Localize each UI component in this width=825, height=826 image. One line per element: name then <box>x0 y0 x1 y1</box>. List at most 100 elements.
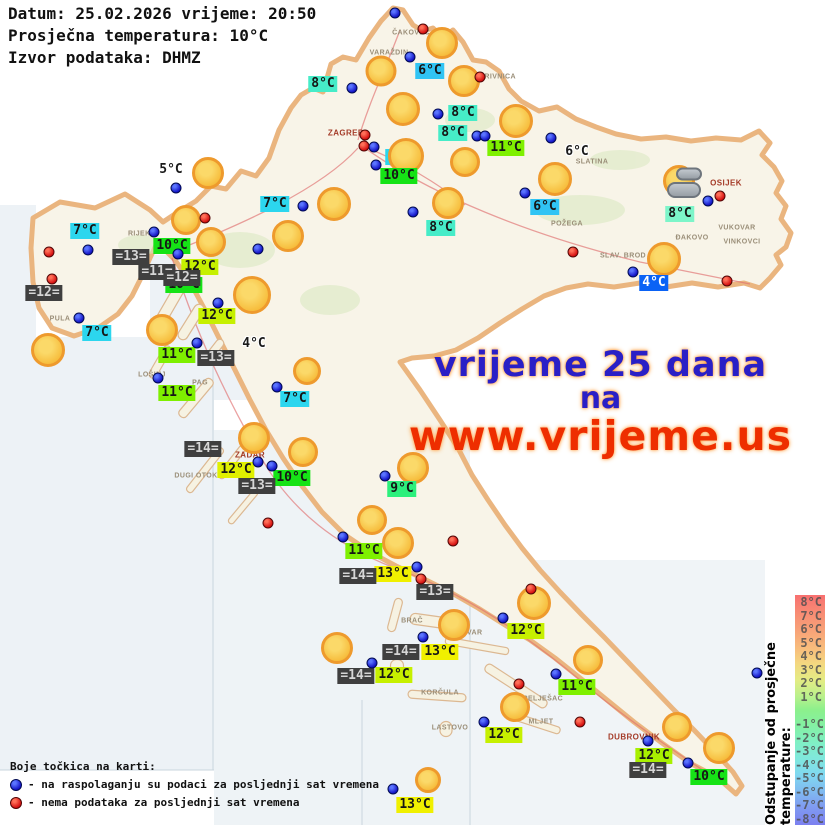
city-label: ZADAR <box>235 450 265 460</box>
temp-label: 13°C <box>396 797 434 813</box>
city-label: PELJEŠAC <box>522 695 564 703</box>
sun-icon <box>415 767 441 793</box>
station-dot-blue <box>407 206 419 218</box>
sun-icon <box>450 147 480 177</box>
scale-tick-label: -2°C <box>795 730 824 745</box>
station-dot-blue <box>337 531 349 543</box>
temp-label: 7°C <box>82 325 112 341</box>
city-label: POŽEGA <box>551 220 583 228</box>
station-dot-red <box>567 246 579 258</box>
city-label: MLJET <box>528 718 554 726</box>
station-dot-red <box>358 140 370 152</box>
sun-icon <box>357 505 387 535</box>
station-dot-blue <box>682 757 694 769</box>
station-dot-blue <box>366 657 378 669</box>
scale-tick-label: -6°C <box>795 784 824 799</box>
station-dot-blue <box>212 297 224 309</box>
city-label: RIJEKA <box>127 230 157 238</box>
date-time-line: Datum: 25.02.2026 vrijeme: 20:50 <box>8 4 317 23</box>
station-dot-red <box>415 573 427 585</box>
boxed-value-label: =14= <box>339 568 377 584</box>
boxed-value-label: =14= <box>629 762 667 778</box>
watermark-url[interactable]: www.vrijeme.us <box>408 412 793 461</box>
boxed-value-label: =13= <box>238 478 276 494</box>
watermark: vrijeme 25 dana na www.vrijeme.us <box>408 347 793 461</box>
city-label: KOPRIVNICA <box>468 73 516 81</box>
temp-label: 6°C <box>530 199 560 215</box>
city-label: DUBROVNIK <box>607 732 661 742</box>
boxed-value-label: =12= <box>163 270 201 286</box>
temp-label: 11°C <box>345 543 383 559</box>
station-dot-red <box>721 275 733 287</box>
station-dot-blue <box>346 82 358 94</box>
temp-label: 8°C <box>438 125 468 141</box>
station-dot-red <box>574 716 586 728</box>
boxed-value-label: =13= <box>416 584 454 600</box>
station-dot-blue <box>411 561 423 573</box>
scale-tick-label: -8°C <box>795 811 824 826</box>
temp-label: 12°C <box>198 308 236 324</box>
boxed-value-label: =14= <box>337 668 375 684</box>
temp-label: 7°C <box>260 196 290 212</box>
plain-temp-label: 5°C <box>159 162 183 177</box>
sun-icon <box>288 437 318 467</box>
city-label: OSIJEK <box>710 178 742 188</box>
sun-icon <box>192 157 224 189</box>
sun-icon <box>426 27 458 59</box>
scale-tick-label: -4°C <box>795 757 824 772</box>
station-dot-red <box>417 23 429 35</box>
scale-tick-label: -7°C <box>795 798 824 812</box>
station-dot-blue <box>370 159 382 171</box>
graticule-lines <box>0 345 471 825</box>
station-dot-red <box>525 583 537 595</box>
red-dot-icon <box>10 796 22 809</box>
blue-dot-icon <box>10 778 22 791</box>
sun-icon <box>386 92 420 126</box>
scale-tick-label: 8°C <box>800 595 822 609</box>
station-dot-blue <box>478 716 490 728</box>
station-dot-blue <box>387 783 399 795</box>
plain-temp-label: 6°C <box>565 144 589 159</box>
temp-label: 13°C <box>421 644 459 660</box>
city-label: DUGI OTOK <box>174 472 218 480</box>
city-label: ZAGREB <box>327 128 365 138</box>
sun-icon <box>573 645 603 675</box>
legend-title: Boje točkica na karti: <box>10 760 156 773</box>
sun-icon <box>538 162 572 196</box>
station-dot-blue <box>368 141 380 153</box>
city-label: PAG <box>192 379 208 387</box>
city-label: LOŠINJ <box>138 372 166 379</box>
station-dot-blue <box>297 200 309 212</box>
scale-tick-label: -1°C <box>795 717 824 731</box>
sun-icon <box>31 333 65 367</box>
boxed-value-label: =12= <box>25 285 63 301</box>
station-dot-blue <box>82 244 94 256</box>
scale-tick-label: 1°C <box>800 689 822 704</box>
station-dot-blue <box>172 248 184 260</box>
station-dot-blue <box>432 108 444 120</box>
sun-icon <box>499 104 533 138</box>
city-label: VARAŽDIN <box>369 49 409 57</box>
scale-tick-label: -3°C <box>795 744 824 758</box>
station-dot-red <box>262 517 274 529</box>
temp-label: 9°C <box>387 481 417 497</box>
legend-red-label: - nema podataka za posljednji sat vremen… <box>28 796 300 809</box>
sun-icon <box>500 692 530 722</box>
city-label: VINKOVCI <box>723 238 761 246</box>
temp-label: 12°C <box>375 667 413 683</box>
station-dot-blue <box>379 470 391 482</box>
station-dot-red <box>714 190 726 202</box>
boxed-value-label: =14= <box>382 644 420 660</box>
temp-label: 4°C <box>639 275 669 291</box>
cloud-icon <box>667 182 701 198</box>
sun-icon <box>662 712 692 742</box>
station-dot-red <box>46 273 58 285</box>
city-label: BRAČ <box>401 617 423 625</box>
scale-tick-label: 7°C <box>800 608 822 623</box>
station-dot-blue <box>191 337 203 349</box>
city-label: LASTOVO <box>431 724 469 732</box>
temp-label: 10°C <box>380 168 418 184</box>
sun-icon <box>365 55 397 87</box>
sun-icon <box>438 609 470 641</box>
